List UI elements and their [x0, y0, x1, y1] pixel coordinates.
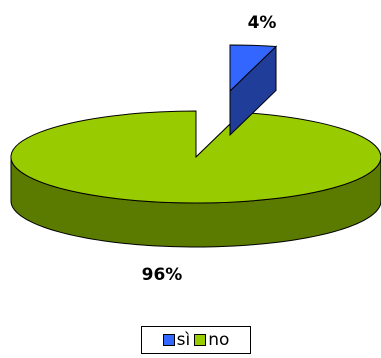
pie-slice-si — [229, 44, 278, 137]
legend-swatch-si — [162, 334, 175, 346]
chart-legend: sì no — [141, 326, 251, 354]
legend-entry-no: no — [194, 330, 229, 350]
legend-swatch-no — [194, 334, 207, 346]
legend-label-si: sì — [176, 330, 191, 350]
pie-top-si — [229, 44, 278, 93]
pie-top-no — [10, 110, 381, 204]
data-label-si: 4% — [248, 13, 277, 33]
data-label-no: 96% — [142, 265, 183, 285]
legend-label-no: no — [208, 330, 230, 350]
legend-entry-si: sì — [162, 330, 191, 350]
pie-slice-no — [10, 110, 381, 248]
